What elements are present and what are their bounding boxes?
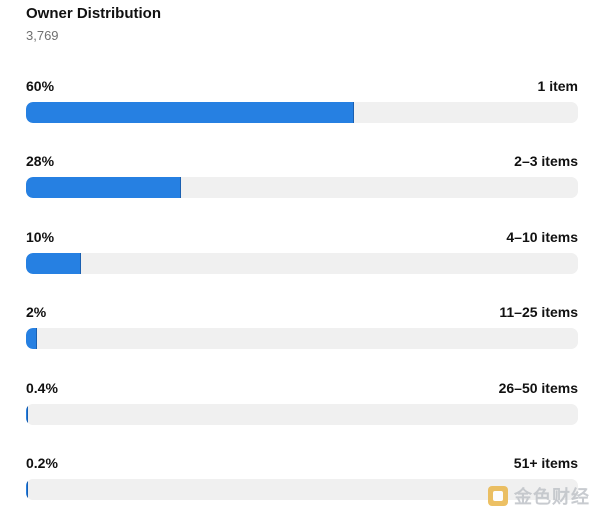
progress-fill [26, 102, 355, 123]
panel-title: Owner Distribution [26, 5, 161, 22]
progress-fill [26, 479, 28, 500]
row-range: 11–25 items [499, 304, 578, 320]
watermark: 金色财经 [488, 483, 590, 509]
distribution-row: 28% 2–3 items [26, 151, 578, 211]
row-percent: 28% [26, 153, 55, 169]
owner-count: 3,769 [26, 28, 59, 43]
progress-track [26, 479, 578, 500]
row-percent: 0.4% [26, 380, 58, 396]
jinse-logo-icon [488, 486, 508, 506]
distribution-row: 0.4% 26–50 items [26, 378, 578, 438]
progress-track [26, 328, 578, 349]
row-percent: 2% [26, 304, 47, 320]
progress-fill [26, 328, 38, 349]
progress-track [26, 102, 578, 123]
progress-fill [26, 404, 29, 425]
row-range: 4–10 items [506, 229, 578, 245]
row-range: 2–3 items [514, 153, 578, 169]
row-range: 1 item [537, 78, 578, 94]
distribution-row: 2% 11–25 items [26, 302, 578, 362]
row-range: 51+ items [513, 455, 578, 471]
distribution-row: 10% 4–10 items [26, 227, 578, 287]
progress-fill [26, 177, 181, 198]
progress-track [26, 404, 578, 425]
panel-header: Owner Distribution 3,769 [26, 4, 161, 44]
row-range: 26–50 items [498, 380, 578, 396]
row-percent: 10% [26, 229, 55, 245]
watermark-text: 金色财经 [514, 487, 590, 507]
distribution-row: 60% 1 item [26, 76, 578, 136]
row-percent: 60% [26, 78, 55, 94]
progress-track [26, 253, 578, 274]
progress-fill [26, 253, 82, 274]
row-percent: 0.2% [26, 455, 58, 471]
distribution-row: 0.2% 51+ items [26, 453, 578, 513]
progress-track [26, 177, 578, 198]
